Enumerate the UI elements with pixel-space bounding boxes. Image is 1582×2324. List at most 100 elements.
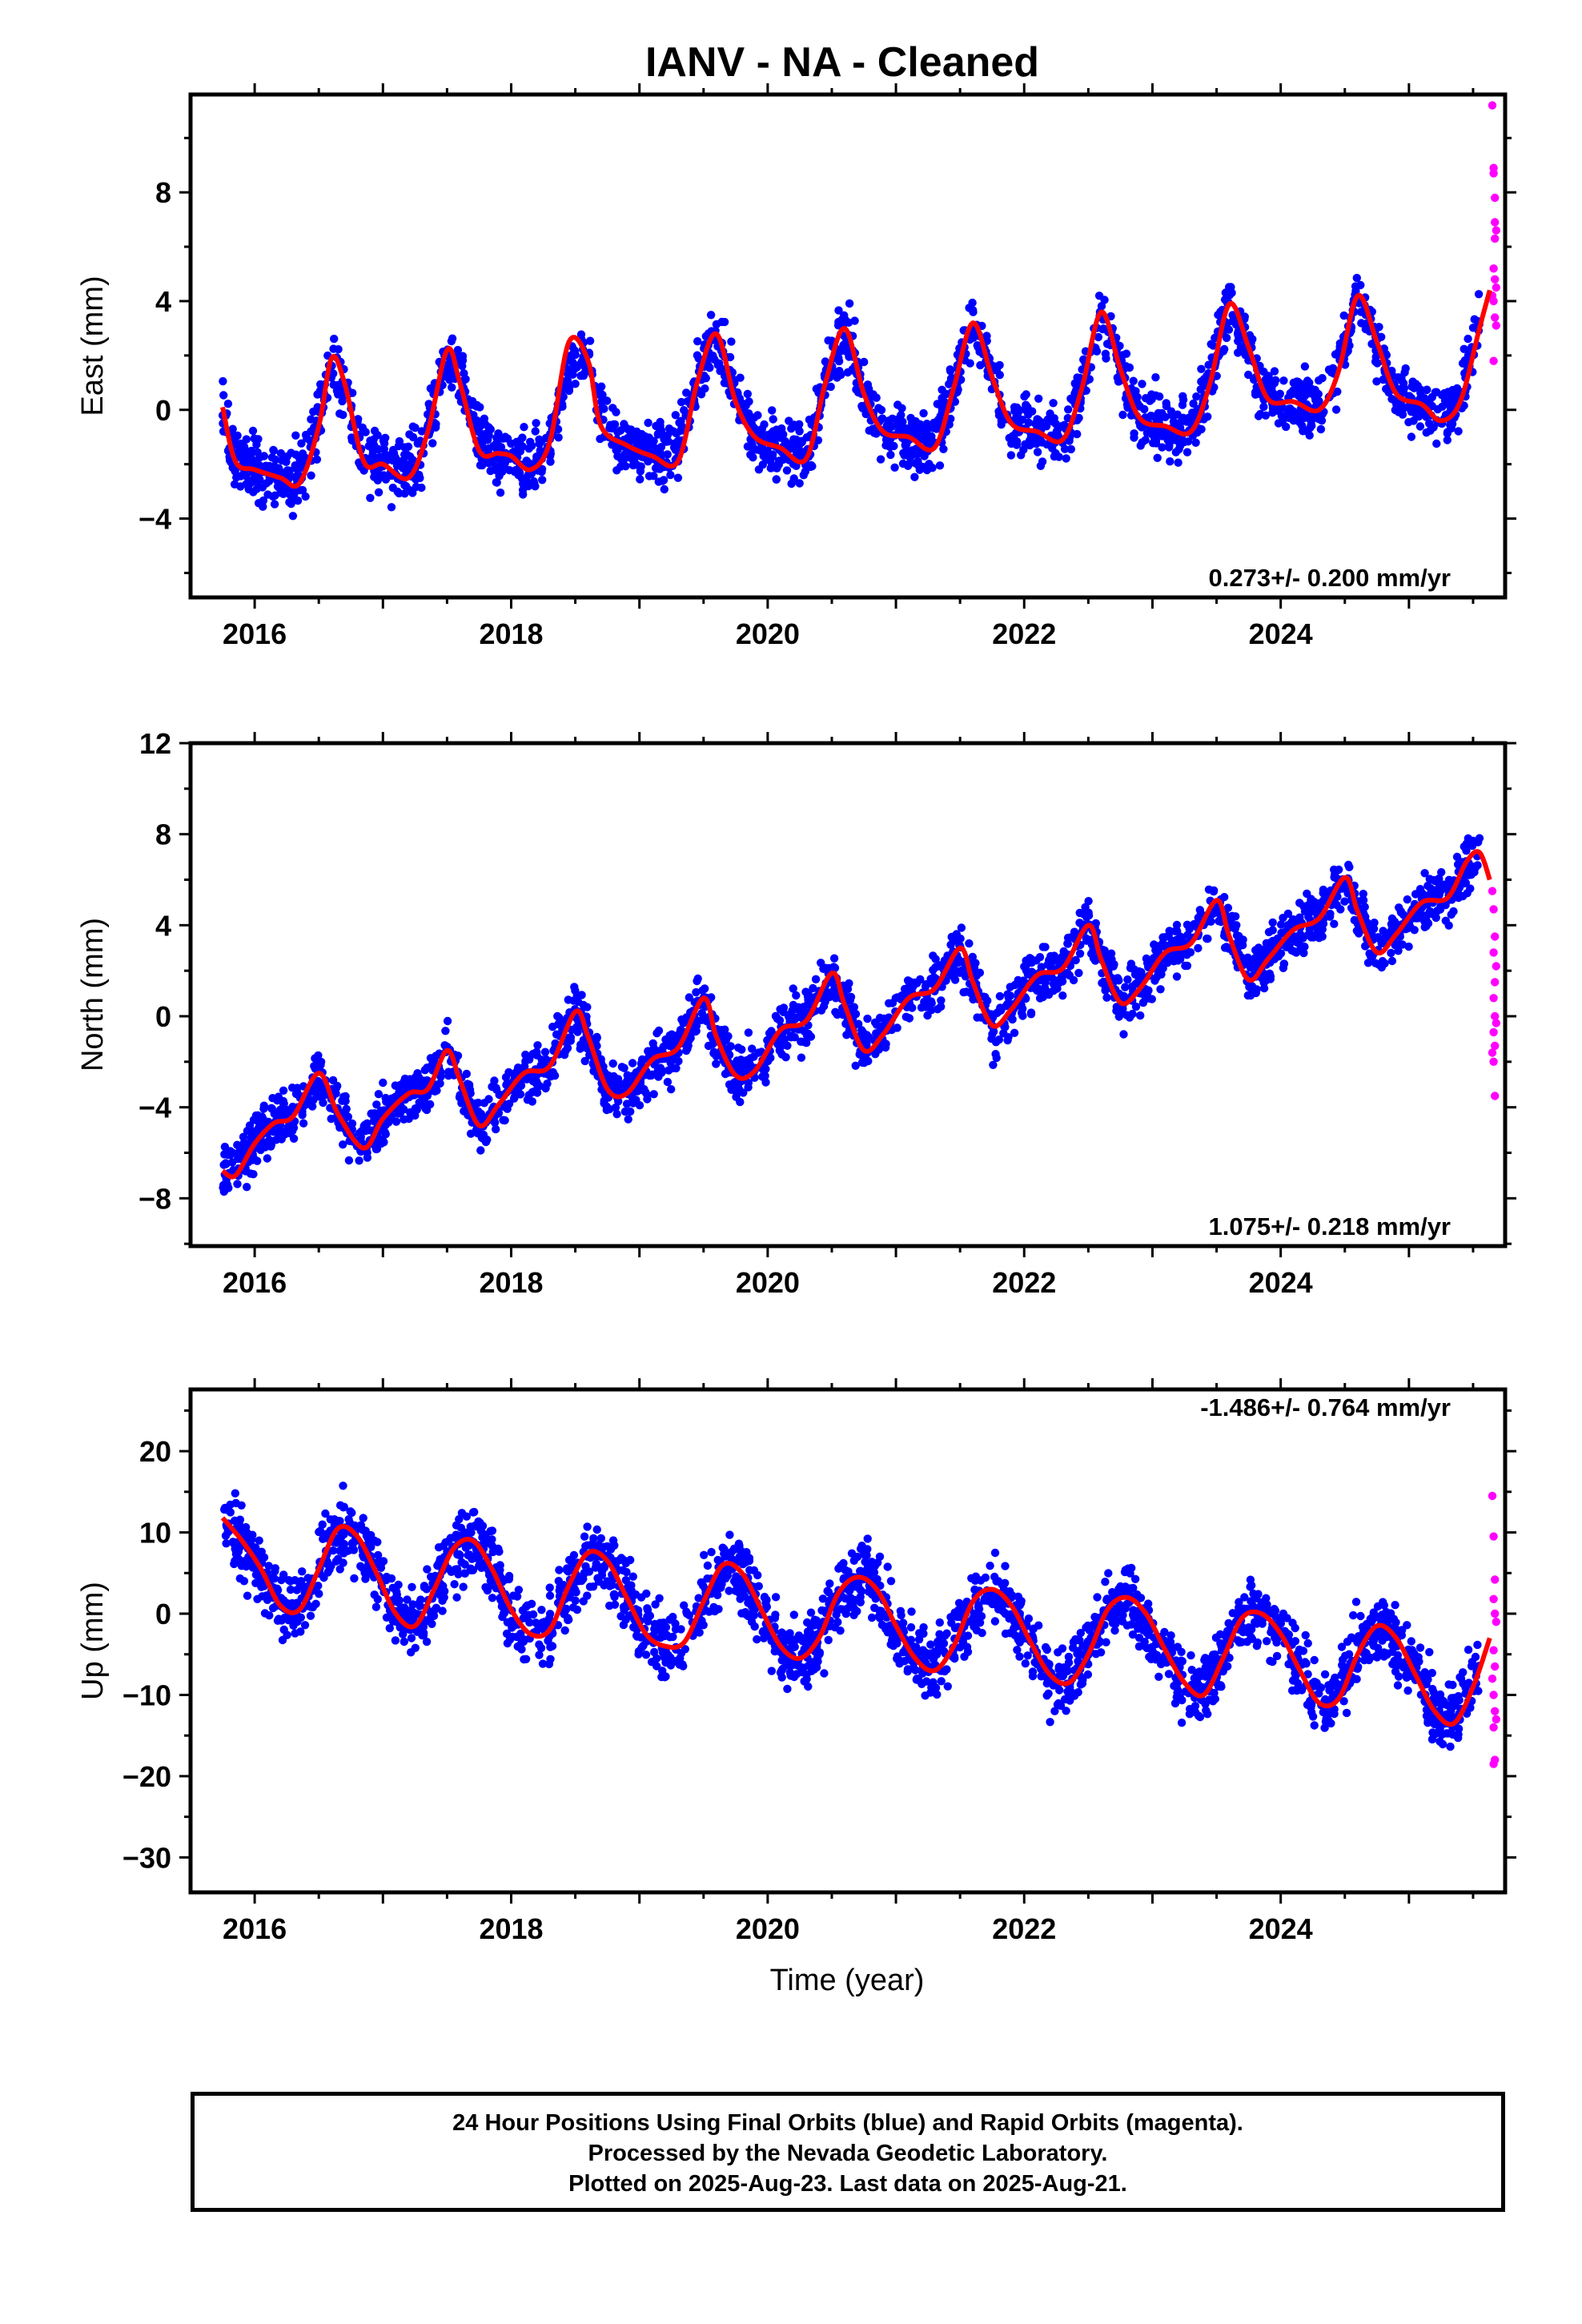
data-point xyxy=(311,1054,319,1063)
y-tick-label: 0 xyxy=(155,394,171,427)
data-point xyxy=(901,440,909,450)
y-tick-label: −8 xyxy=(139,1182,171,1215)
data-point xyxy=(693,337,702,346)
data-point xyxy=(1182,448,1192,456)
data-point xyxy=(1295,418,1304,427)
data-point xyxy=(228,1148,237,1157)
data-point xyxy=(1257,974,1267,983)
data-point xyxy=(1060,420,1069,429)
data-point xyxy=(334,380,343,389)
data-point xyxy=(388,456,397,465)
data-point xyxy=(270,500,279,509)
y-axis-label: East (mm) xyxy=(76,275,110,416)
data-point xyxy=(1307,420,1315,429)
data-point xyxy=(925,438,934,447)
data-point xyxy=(528,1097,536,1106)
data-point xyxy=(273,1096,282,1105)
data-point xyxy=(1010,1028,1019,1038)
data-point xyxy=(1100,946,1109,955)
data-point xyxy=(1297,942,1306,951)
data-point xyxy=(526,437,535,446)
data-point xyxy=(761,1078,770,1087)
data-point xyxy=(220,1142,230,1152)
data-point xyxy=(835,367,844,376)
data-point xyxy=(849,1003,859,1011)
data-point xyxy=(1423,385,1431,394)
data-point xyxy=(1232,931,1242,940)
data-point xyxy=(789,984,797,993)
data-point xyxy=(992,365,1002,374)
data-point xyxy=(1138,438,1146,447)
data-point xyxy=(366,493,375,502)
data-point xyxy=(992,1053,1001,1063)
data-point xyxy=(484,431,493,440)
data-point xyxy=(837,346,846,355)
data-point xyxy=(595,384,604,393)
data-point xyxy=(447,336,456,346)
data-point xyxy=(1073,429,1082,439)
data-point xyxy=(701,984,709,993)
data-point xyxy=(1407,408,1416,416)
data-point xyxy=(404,442,413,451)
data-point xyxy=(1232,921,1241,930)
data-point xyxy=(480,420,490,428)
data-point xyxy=(1431,877,1439,886)
rapid-data-point xyxy=(1491,313,1500,322)
data-point xyxy=(1227,915,1235,924)
data-point xyxy=(259,452,269,460)
data-point xyxy=(1407,432,1416,441)
data-point xyxy=(271,491,279,500)
rapid-data-point xyxy=(1491,234,1500,243)
data-point xyxy=(637,429,646,439)
data-point xyxy=(1038,457,1047,466)
y-tick-label: 4 xyxy=(155,285,171,318)
data-point xyxy=(989,1060,998,1070)
data-point xyxy=(484,459,493,468)
data-point xyxy=(1148,412,1157,420)
data-point xyxy=(1351,287,1360,296)
data-point xyxy=(1074,968,1083,978)
data-point xyxy=(890,463,899,472)
data-point xyxy=(247,456,256,466)
data-point xyxy=(736,373,745,382)
data-point xyxy=(1270,367,1279,376)
data-point xyxy=(299,1119,308,1128)
data-point xyxy=(426,384,436,393)
data-point xyxy=(400,489,409,498)
data-point xyxy=(1295,899,1304,907)
data-point xyxy=(311,1061,321,1070)
data-point xyxy=(901,1012,911,1022)
data-point xyxy=(484,1095,493,1104)
data-point xyxy=(758,460,767,469)
final-orbit-points xyxy=(219,834,1484,1196)
data-point xyxy=(295,457,304,466)
data-point xyxy=(1410,926,1419,935)
data-point xyxy=(1034,394,1043,403)
data-point xyxy=(632,460,641,469)
data-point xyxy=(339,1140,347,1149)
data-point xyxy=(616,462,625,471)
data-point xyxy=(930,418,938,428)
data-point xyxy=(1107,955,1116,964)
data-point xyxy=(374,444,383,454)
data-point xyxy=(257,1117,266,1126)
data-point xyxy=(1339,883,1348,892)
data-point xyxy=(748,440,757,449)
data-point xyxy=(685,993,693,1002)
data-point xyxy=(219,1187,228,1196)
data-point xyxy=(278,456,287,465)
data-point xyxy=(1194,913,1203,923)
data-point xyxy=(1178,416,1188,425)
data-point xyxy=(387,503,396,512)
data-point xyxy=(643,1095,652,1104)
data-point xyxy=(780,1040,789,1049)
data-point xyxy=(693,976,701,986)
data-point xyxy=(938,404,946,412)
data-point xyxy=(1017,451,1026,460)
data-point xyxy=(869,390,877,399)
data-point xyxy=(338,396,347,406)
data-point xyxy=(787,1009,796,1018)
data-point xyxy=(576,372,585,380)
data-point xyxy=(927,1006,936,1015)
data-point xyxy=(939,444,948,453)
